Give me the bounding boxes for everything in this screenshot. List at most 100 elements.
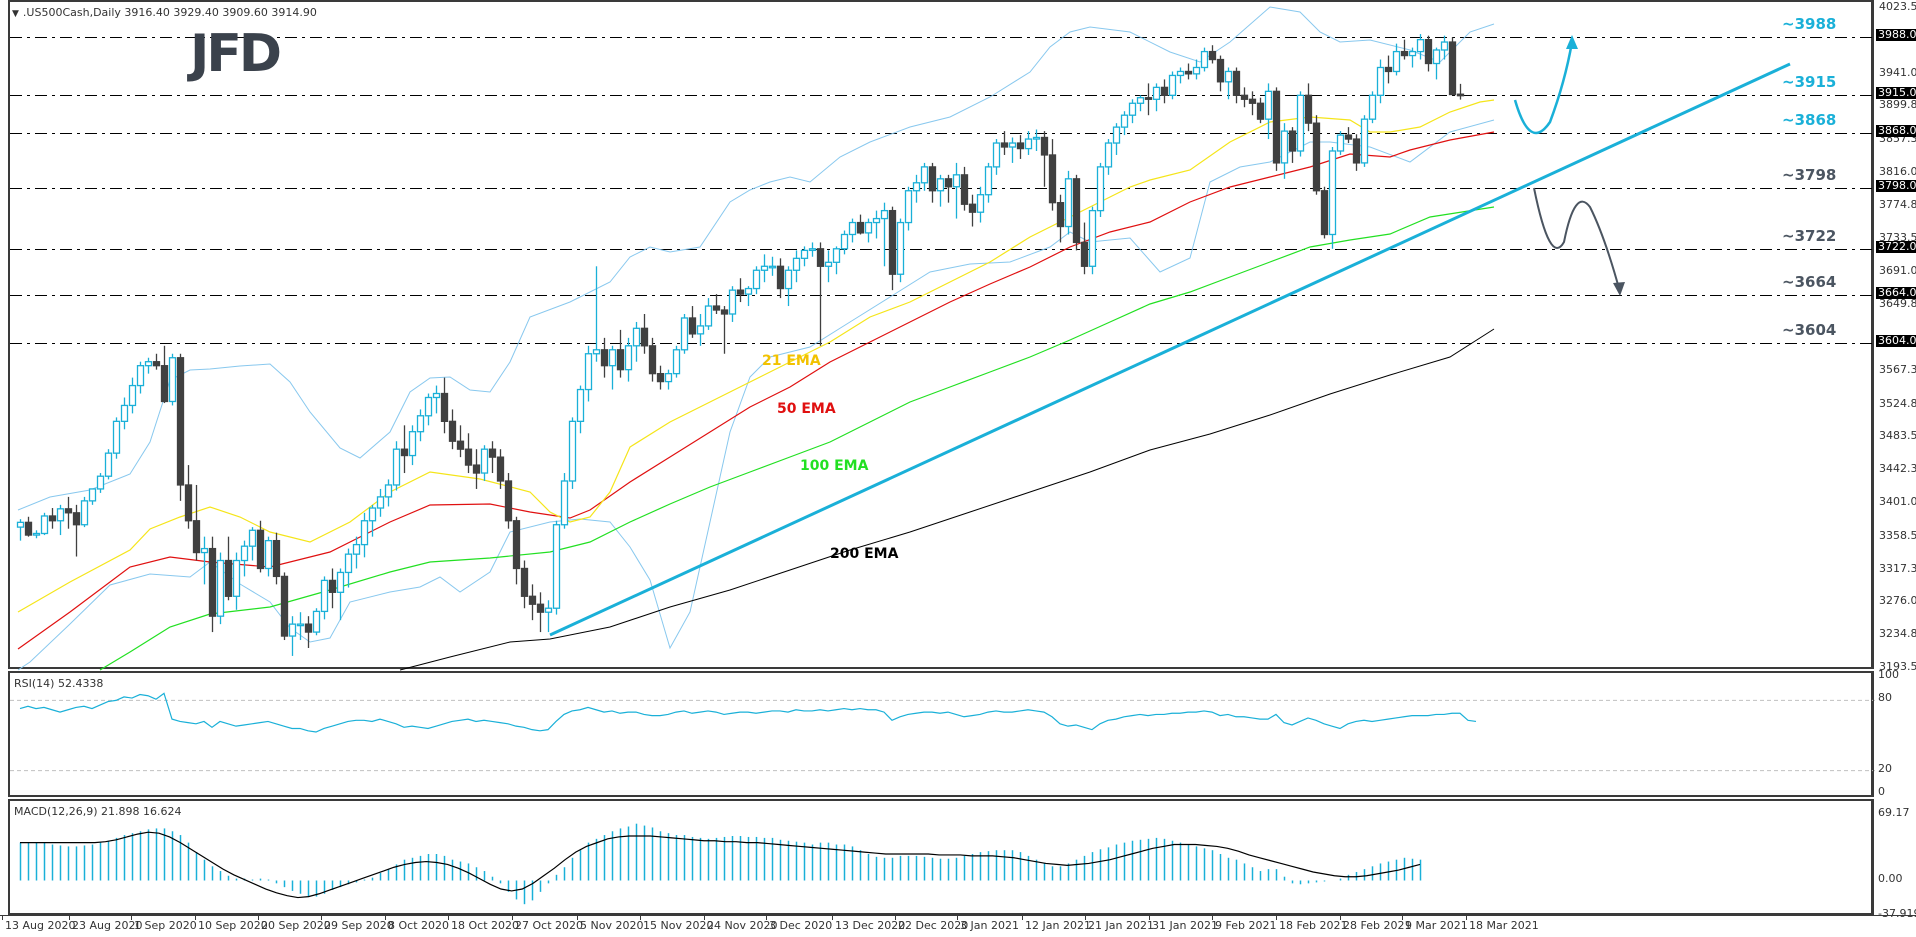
candle-body	[488, 448, 497, 458]
macd-axis: 69.17 0.00 -37.919	[1873, 799, 1916, 920]
date-tick-mark	[2, 916, 3, 920]
candle	[648, 337, 657, 382]
candle	[1384, 55, 1393, 84]
candle	[520, 560, 529, 609]
candle-body	[1288, 130, 1297, 152]
date-tick-label: 18 Mar 2021	[1469, 919, 1539, 932]
candle-body	[112, 420, 121, 454]
candle	[608, 345, 617, 390]
candle	[1072, 174, 1081, 251]
candle	[1392, 43, 1401, 76]
candle-body	[888, 209, 897, 275]
candle	[760, 254, 769, 283]
candle	[792, 250, 801, 283]
candle	[1448, 37, 1457, 96]
arrow-head-icon	[1566, 35, 1578, 49]
candle	[440, 377, 449, 434]
candle-body	[1232, 70, 1241, 96]
candle-body	[64, 508, 73, 514]
candle-body	[864, 221, 873, 234]
candle	[312, 608, 321, 636]
candle	[1160, 79, 1169, 104]
candle-body	[1016, 142, 1025, 150]
candle-body	[688, 317, 697, 335]
candle	[576, 385, 585, 434]
candle	[800, 246, 809, 267]
date-tick-label: 15 Nov 2020	[643, 919, 714, 932]
candle-body	[1152, 86, 1161, 100]
candle-body	[1456, 93, 1465, 97]
candle	[208, 536, 217, 633]
candle-body	[224, 559, 233, 597]
price-axis[interactable]: 4023.553941.053899.803857.303816.053774.…	[1873, 0, 1916, 673]
candle-body	[16, 521, 25, 528]
date-tick-mark	[1466, 916, 1467, 920]
candle-body	[424, 396, 433, 417]
candle-body	[672, 349, 681, 375]
candle-body	[208, 547, 217, 617]
price-tick-label: 3524.80	[1879, 396, 1916, 410]
candle	[888, 206, 897, 291]
candle	[424, 393, 433, 426]
candle	[1240, 87, 1249, 108]
level-label: ~3868	[1782, 110, 1837, 129]
candle	[104, 449, 113, 480]
candle	[824, 250, 833, 283]
date-tick-label: 28 Feb 2021	[1343, 919, 1412, 932]
candle-body	[1144, 97, 1153, 100]
price-chart-canvas[interactable]	[10, 2, 1875, 671]
macd-canvas[interactable]	[10, 801, 1875, 917]
candle-body	[1368, 94, 1377, 120]
candle	[816, 242, 825, 346]
price-level-marker: 3988.00	[1876, 29, 1916, 42]
candle-body	[1360, 118, 1369, 164]
date-tick-label: 22 Dec 2020	[898, 919, 969, 932]
candle	[1112, 123, 1121, 155]
candle	[512, 516, 521, 585]
candle	[1256, 97, 1265, 124]
candle-body	[280, 575, 289, 637]
candle-body	[664, 372, 673, 383]
date-tick-label: 24 Nov 2020	[707, 919, 778, 932]
candle	[632, 321, 641, 362]
candle	[984, 162, 993, 203]
candle-body	[616, 349, 625, 371]
candle-body	[1176, 70, 1185, 77]
collapse-triangle-icon[interactable]: ▼	[12, 9, 19, 19]
candle	[32, 530, 41, 539]
candle-body	[152, 361, 161, 367]
candle-body	[800, 249, 809, 259]
candle	[168, 353, 177, 406]
bollinger-lower-line	[17, 119, 1495, 671]
candle	[368, 504, 377, 537]
candle	[1440, 35, 1449, 60]
rsi-canvas[interactable]	[10, 673, 1875, 799]
rsi-panel[interactable]: RSI(14) 52.4338	[8, 671, 1875, 799]
symbol-info: ▼ .US500Cash,Daily 3916.40 3929.40 3909.6…	[12, 6, 317, 19]
candle	[560, 473, 569, 529]
date-tick-label: 3 Dec 2020	[769, 919, 833, 932]
price-tick-label: 3941.05	[1879, 65, 1916, 79]
date-tick-label: 8 Oct 2020	[388, 919, 450, 932]
date-tick-label: 27 Oct 2020	[515, 919, 584, 932]
candle	[1176, 67, 1185, 84]
candle	[1304, 83, 1313, 132]
candle	[912, 174, 921, 203]
price-level-marker: 3798.00	[1876, 180, 1916, 193]
candle	[1248, 91, 1257, 116]
candle-body	[1072, 178, 1081, 244]
macd-panel[interactable]: MACD(12,26,9) 21.898 16.624	[8, 799, 1873, 915]
candle-body	[1256, 102, 1265, 120]
candle-body	[904, 190, 913, 224]
candle	[880, 202, 889, 267]
candle	[1016, 135, 1025, 159]
candle-body	[560, 480, 569, 526]
candle-body	[1040, 136, 1049, 156]
candle-body	[392, 448, 401, 486]
price-tick-label: 3567.30	[1879, 362, 1916, 376]
price-tick-label: 3649.80	[1879, 297, 1916, 311]
macd-tick-label: 0.00	[1878, 871, 1903, 885]
price-chart-panel[interactable]: ▼ .US500Cash,Daily 3916.40 3929.40 3909.6…	[8, 0, 1875, 671]
candle-body	[624, 345, 633, 371]
candle-body	[1120, 114, 1129, 128]
